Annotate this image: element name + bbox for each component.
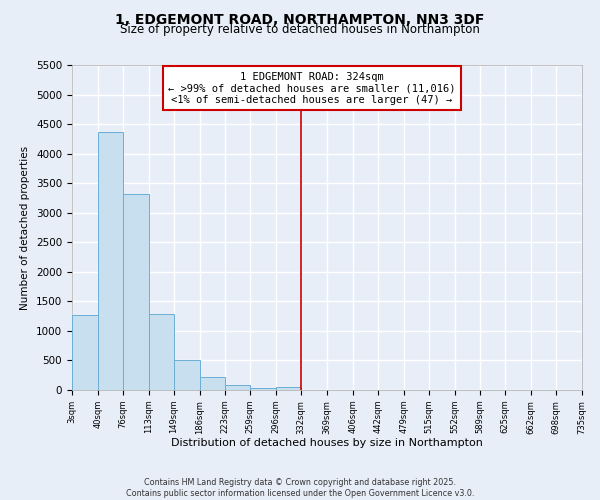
Bar — [72, 315, 98, 390]
Text: Size of property relative to detached houses in Northampton: Size of property relative to detached ho… — [120, 22, 480, 36]
Text: 1, EDGEMONT ROAD, NORTHAMPTON, NN3 3DF: 1, EDGEMONT ROAD, NORTHAMPTON, NN3 3DF — [115, 12, 485, 26]
Bar — [174, 360, 199, 390]
Y-axis label: Number of detached properties: Number of detached properties — [20, 146, 31, 310]
Bar — [123, 194, 149, 390]
Bar — [98, 132, 123, 390]
Bar — [199, 377, 225, 390]
Bar — [250, 388, 276, 390]
Bar — [276, 387, 301, 390]
Text: Contains HM Land Registry data © Crown copyright and database right 2025.
Contai: Contains HM Land Registry data © Crown c… — [126, 478, 474, 498]
Bar — [225, 386, 250, 390]
Bar — [149, 314, 174, 390]
Text: 1 EDGEMONT ROAD: 324sqm
← >99% of detached houses are smaller (11,016)
<1% of se: 1 EDGEMONT ROAD: 324sqm ← >99% of detach… — [168, 72, 455, 104]
X-axis label: Distribution of detached houses by size in Northampton: Distribution of detached houses by size … — [171, 438, 483, 448]
